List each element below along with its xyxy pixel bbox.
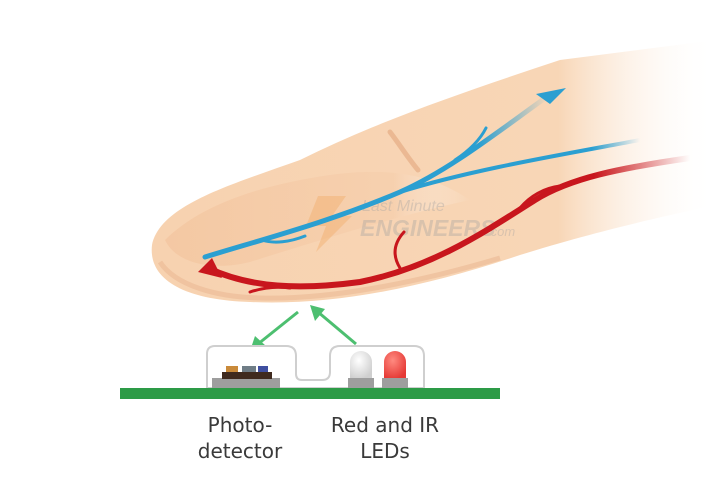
leds-label-line2: LEDs [360, 439, 410, 463]
leds-label-line1: Red and IR [330, 413, 440, 437]
finger-underside-shadow [157, 255, 501, 301]
photodetector-label: Photo- detector [180, 412, 300, 464]
arrowhead-up-icon [310, 305, 325, 321]
lightning-logo-icon [306, 196, 352, 252]
knuckle-crease [387, 129, 421, 173]
red-artery [198, 155, 693, 294]
circuit-board [120, 388, 500, 399]
photodetector-label-line2: detector [197, 439, 283, 463]
light-path-arrows [250, 305, 357, 351]
red-led [382, 351, 408, 388]
photodetector-label-line1: Photo- [207, 413, 273, 437]
photodetector-chip [212, 366, 280, 388]
vein-arrowhead-icon [536, 88, 566, 104]
watermark-line1: Last Minute [362, 198, 445, 215]
finger [151, 40, 716, 303]
leds-label: Red and IR LEDs [310, 412, 460, 464]
blue-vein [202, 88, 642, 260]
sensor-module [206, 345, 425, 389]
artery-arrowhead-icon [198, 258, 222, 278]
reflected-light-arrow [257, 310, 299, 346]
emitted-light-arrow [317, 310, 357, 346]
ir-led [348, 351, 374, 388]
